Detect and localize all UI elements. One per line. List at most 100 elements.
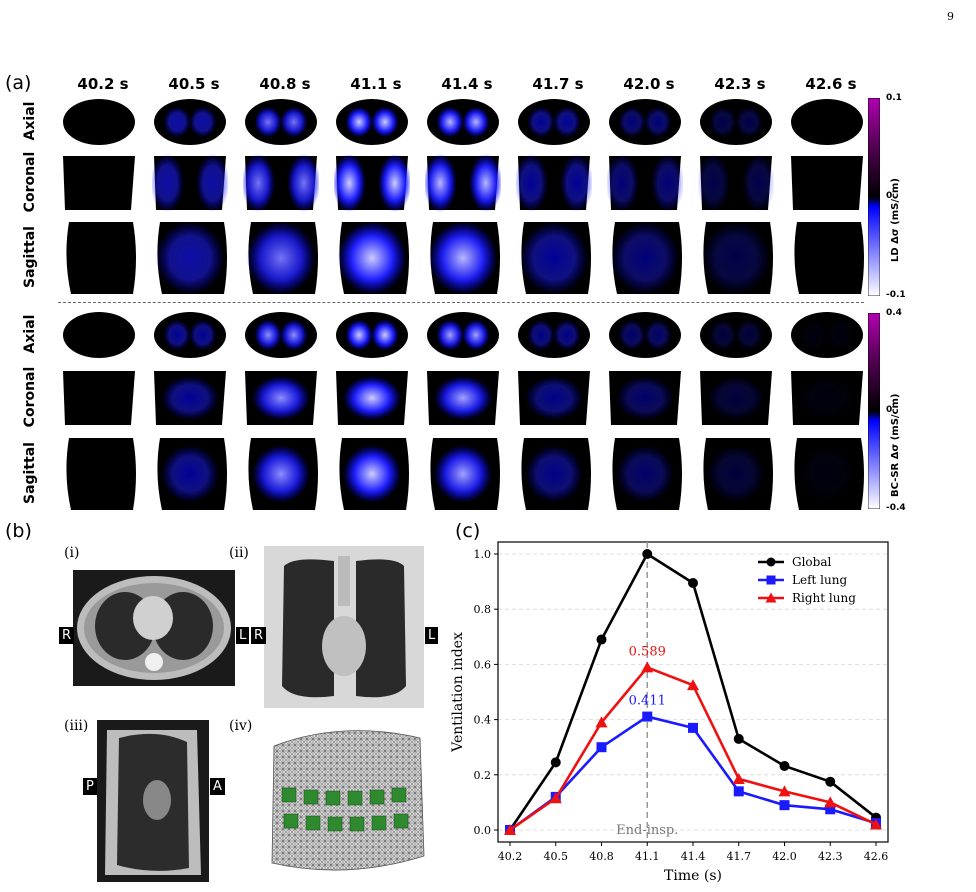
x-tick-label-0: 40.2: [498, 850, 523, 863]
eit-image-ld-coronal-2: [243, 154, 319, 212]
y-tick-label-5: 1.0: [474, 548, 492, 561]
eit-image-ld-sagittal-8: [794, 222, 864, 294]
eit-image-ld-axial-4: [427, 99, 499, 145]
row-label-ld-coronal: Coronal: [22, 151, 38, 213]
x-tick-label-5: 41.7: [727, 850, 752, 863]
eit-image-bcsr-axial-1: [154, 312, 226, 358]
orient-ii-right: L: [425, 627, 439, 644]
eit-image-bcsr-axial-7: [700, 312, 772, 358]
time-label-1: 40.5 s: [168, 75, 220, 93]
y-axis-label: Ventilation index: [450, 632, 466, 753]
row-label-ld-sagittal: Sagittal: [22, 226, 38, 288]
x-axis-label: Time (s): [664, 868, 722, 884]
eit-image-ld-coronal-6: [607, 154, 683, 212]
time-label-5: 41.7 s: [532, 75, 584, 93]
eit-image-ld-coronal-5: [516, 154, 592, 212]
eit-image-bcsr-sagittal-4: [430, 438, 500, 510]
eit-image-bcsr-axial-0: [63, 312, 135, 358]
eit-image-bcsr-coronal-0: [63, 371, 135, 425]
panel-b-label: (b): [5, 520, 32, 542]
eit-image-ld-sagittal-4: [428, 221, 500, 295]
colorbar-ld-min: -0.1: [886, 290, 906, 300]
series-1-point-5: [733, 786, 744, 797]
eit-image-ld-coronal-0: [63, 156, 135, 210]
x-tick-label-4: 41.4: [681, 850, 706, 863]
ct-sagittal-image: [97, 720, 209, 882]
eit-image-bcsr-sagittal-1: [157, 438, 227, 510]
eit-image-bcsr-coronal-2: [245, 371, 317, 425]
series-1-point-2: [596, 742, 607, 753]
annotation-0: 0.589: [629, 644, 666, 659]
annotation-1: 0.411: [629, 694, 666, 709]
panel-a-label: (a): [5, 72, 32, 94]
row-label-bcsr-sagittal: Sagittal: [22, 442, 38, 504]
orient-ii-left: R: [251, 627, 267, 644]
eit-image-bcsr-axial-3: [336, 312, 408, 358]
eit-image-ld-axial-2: [245, 99, 317, 145]
time-label-4: 41.4 s: [441, 75, 493, 93]
legend-label-0: Global: [792, 555, 831, 569]
eit-image-ld-axial-3: [336, 99, 408, 145]
colorbar-bcsr: [868, 313, 880, 509]
orient-i-right: L: [236, 627, 250, 644]
orient-iii-right: A: [210, 778, 225, 795]
eit-image-bcsr-coronal-5: [518, 371, 590, 425]
y-tick-label-4: 0.8: [474, 603, 492, 616]
sub-label-iii: (iii): [64, 718, 89, 734]
eit-image-ld-sagittal-2: [246, 221, 318, 295]
colorbar-ld-mid: 0: [886, 191, 893, 201]
eit-image-bcsr-coronal-7: [700, 371, 772, 425]
time-label-7: 42.3 s: [714, 75, 766, 93]
y-tick-label-3: 0.6: [474, 658, 492, 671]
colorbar-ld-max: 0.1: [886, 93, 902, 103]
x-tick-label-8: 42.6: [864, 850, 889, 863]
eit-image-bcsr-coronal-1: [154, 371, 226, 425]
series-2-point-2: [595, 716, 608, 728]
x-tick-label-2: 40.8: [589, 850, 614, 863]
eit-image-ld-coronal-8: [791, 156, 863, 210]
legend-marker-1: [766, 575, 776, 585]
eit-image-ld-sagittal-7: [701, 221, 773, 295]
eit-image-ld-axial-8: [791, 99, 863, 145]
eit-image-ld-coronal-7: [698, 154, 774, 212]
eit-image-bcsr-sagittal-5: [521, 438, 591, 510]
series-2-point-5: [732, 772, 745, 784]
y-tick-label-1: 0.2: [474, 769, 492, 782]
colorbar-bcsr-title: BC-SR Δσ (mS/cm): [890, 393, 901, 498]
orient-iii-left: P: [83, 778, 97, 795]
colorbar-bcsr-max: 0.4: [886, 308, 902, 318]
colorbar-ld-title: LD Δσ (mS/cm): [890, 178, 901, 262]
time-label-0: 40.2 s: [77, 75, 129, 93]
series-line-2: [509, 665, 877, 832]
x-tick-label-3: 41.1: [635, 850, 660, 863]
eit-image-bcsr-coronal-3: [336, 371, 408, 425]
eit-image-bcsr-axial-4: [427, 312, 499, 358]
legend-label-1: Left lung: [792, 573, 847, 587]
series-1-point-3: [642, 711, 653, 722]
series-1-point-6: [779, 800, 790, 811]
orient-i-left: R: [59, 627, 75, 644]
series-0-point-7: [825, 776, 836, 787]
sub-label-iv: (iv): [229, 718, 253, 734]
colorbar-ld: [868, 98, 880, 296]
eit-image-ld-sagittal-0: [66, 222, 136, 294]
eit-image-ld-sagittal-6: [610, 221, 682, 295]
annotation-2: End-insp.: [616, 823, 678, 838]
page-number: 9: [947, 10, 954, 23]
ct-axial-image: [73, 570, 235, 686]
fem-mesh-image: [271, 730, 425, 871]
eit-image-bcsr-sagittal-3: [339, 438, 409, 510]
ct-coronal-image: [264, 546, 424, 708]
eit-image-bcsr-coronal-6: [609, 371, 681, 425]
series-2-point-4: [687, 679, 699, 691]
series-2-point-6: [778, 785, 791, 797]
eit-image-ld-axial-0: [63, 99, 135, 145]
eit-image-ld-coronal-1: [152, 154, 228, 212]
eit-image-bcsr-sagittal-8: [794, 438, 864, 510]
section-divider: [58, 302, 864, 303]
eit-image-bcsr-sagittal-6: [612, 438, 682, 510]
eit-image-bcsr-axial-5: [518, 312, 590, 358]
eit-image-bcsr-sagittal-7: [703, 438, 773, 510]
y-tick-label-2: 0.4: [474, 714, 492, 727]
legend-marker-0: [766, 557, 776, 567]
